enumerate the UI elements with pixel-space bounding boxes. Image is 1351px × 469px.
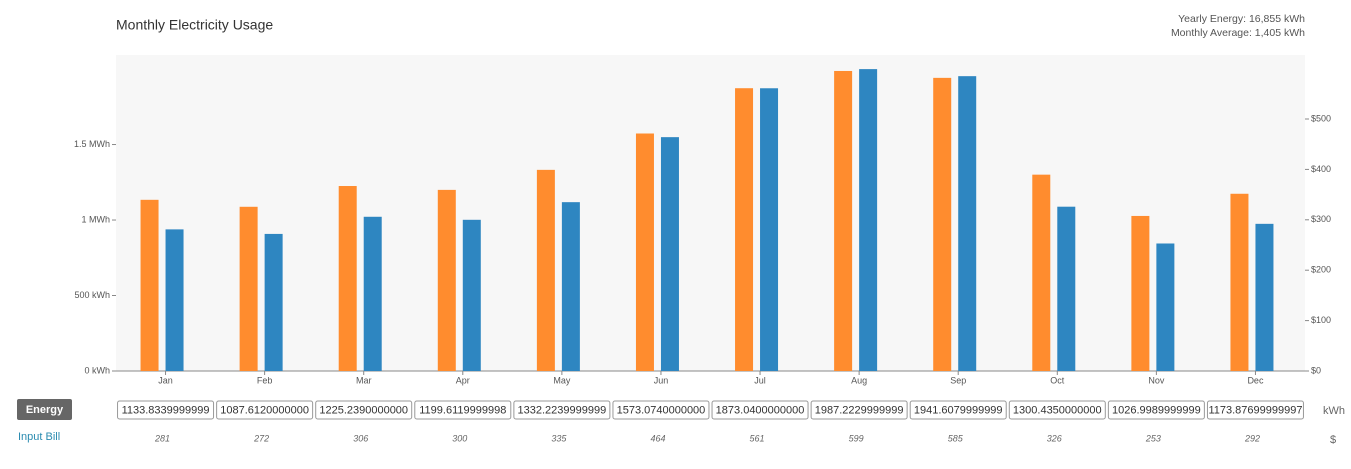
- energy-button-label[interactable]: Energy: [26, 404, 64, 416]
- x-tick-label: Aug: [851, 375, 867, 385]
- unit: kWh: [1323, 405, 1345, 417]
- bar: [1032, 174, 1051, 371]
- energy-input[interactable]: [612, 400, 710, 420]
- plot-area: [116, 55, 1305, 371]
- bar: [1156, 243, 1175, 371]
- y-tick-label: 0 kWh: [84, 365, 110, 375]
- energy-input-value[interactable]: 1873.0400000000: [716, 404, 805, 416]
- energy-input-value[interactable]: 1133.8339999999: [122, 404, 210, 416]
- bar: [635, 133, 654, 371]
- bill-value: 306: [353, 433, 368, 443]
- summary: Monthly Average: 1,405 kWh: [1171, 27, 1305, 39]
- bar: [536, 169, 555, 371]
- chart-title: Monthly Electricity Usage: [116, 17, 273, 33]
- energy-button[interactable]: [17, 399, 72, 420]
- x-tick-label: May: [553, 375, 571, 385]
- y2-tick-label: $0: [1311, 365, 1321, 375]
- bar: [660, 137, 679, 371]
- energy-input-value[interactable]: 1173.87699999997: [1208, 404, 1302, 416]
- energy-input-value[interactable]: 1987.2229999999: [815, 404, 904, 416]
- x-tick-label: Sep: [950, 375, 966, 385]
- bill-value: 599: [849, 433, 864, 443]
- energy-input[interactable]: [909, 400, 1007, 420]
- y2-tick-label: $500: [1311, 113, 1331, 123]
- energy-input[interactable]: [1008, 400, 1106, 420]
- bill-value: 272: [253, 433, 269, 443]
- bill-value: 585: [948, 433, 964, 443]
- bill-value: 335: [551, 433, 567, 443]
- energy-input[interactable]: [711, 400, 809, 420]
- energy-input-value[interactable]: 1941.6079999999: [914, 404, 1003, 416]
- x-tick-label: Dec: [1247, 375, 1264, 385]
- energy-input[interactable]: [315, 400, 413, 420]
- bar: [462, 219, 481, 371]
- bar: [165, 229, 184, 371]
- y-tick-label: 1 MWh: [81, 214, 110, 224]
- bar: [1131, 215, 1150, 371]
- x-tick-label: Jun: [654, 375, 669, 385]
- x-tick-label: Apr: [456, 375, 470, 385]
- energy-input-value[interactable]: 1300.4350000000: [1013, 404, 1102, 416]
- bar: [933, 77, 952, 371]
- energy-input-value[interactable]: 1087.6120000000: [220, 404, 309, 416]
- energy-input[interactable]: [513, 400, 611, 420]
- bill-value: 561: [750, 433, 765, 443]
- bar: [1255, 223, 1274, 371]
- x-tick-label: Nov: [1148, 375, 1165, 385]
- bar: [338, 186, 357, 371]
- x-tick-label: Oct: [1050, 375, 1065, 385]
- bar: [760, 88, 779, 372]
- bill-value: 292: [1244, 433, 1260, 443]
- bar: [834, 70, 853, 371]
- bar: [859, 69, 878, 372]
- y-tick-label: 500 kWh: [74, 290, 110, 300]
- bill-value: 281: [154, 433, 170, 443]
- energy-input[interactable]: [810, 400, 908, 420]
- x-tick-label: Feb: [257, 375, 273, 385]
- bar: [239, 206, 258, 371]
- y2-tick-label: $300: [1311, 214, 1331, 224]
- energy-input-value[interactable]: 1026.9989999999: [1112, 404, 1201, 416]
- x-tick-label: Jan: [158, 375, 173, 385]
- x-tick-label: Jul: [754, 375, 766, 385]
- summary: Yearly Energy: 16,855 kWh: [1178, 13, 1305, 25]
- y2-tick-label: $200: [1311, 265, 1331, 275]
- energy-input-value[interactable]: 1225.2390000000: [319, 404, 408, 416]
- energy-input-value[interactable]: 1573.0740000000: [617, 404, 706, 416]
- bar: [363, 216, 382, 371]
- energy-input[interactable]: [1206, 400, 1304, 420]
- energy-input[interactable]: [117, 400, 215, 420]
- bill-value: 326: [1047, 433, 1062, 443]
- energy-input-value[interactable]: 1332.2239999999: [518, 404, 607, 416]
- bar: [735, 88, 754, 371]
- bar: [1230, 193, 1249, 371]
- bill-value: 300: [452, 433, 467, 443]
- energy-input[interactable]: [1107, 400, 1205, 420]
- unit: $: [1330, 434, 1336, 446]
- bar: [140, 199, 159, 371]
- bar: [561, 202, 580, 371]
- y2-tick-label: $400: [1311, 164, 1331, 174]
- bill-value: 464: [650, 433, 665, 443]
- bar: [1057, 206, 1076, 371]
- bill-value: 253: [1145, 433, 1161, 443]
- y-tick-label: 1.5 MWh: [74, 139, 110, 149]
- energy-input[interactable]: [216, 400, 314, 420]
- energy-input[interactable]: [414, 400, 512, 420]
- energy-input-value[interactable]: 1199.6119999998: [419, 404, 506, 416]
- bar: [264, 233, 283, 371]
- bar: [437, 189, 456, 371]
- input-bill-label[interactable]: Input Bill: [18, 431, 60, 443]
- x-tick-label: Mar: [356, 375, 372, 385]
- bar: [958, 76, 977, 371]
- y2-tick-label: $100: [1311, 315, 1331, 325]
